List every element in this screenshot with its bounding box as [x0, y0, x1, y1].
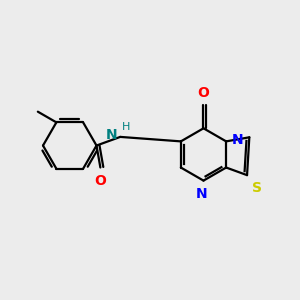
Text: O: O: [198, 86, 209, 100]
Text: H: H: [122, 122, 130, 132]
Text: N: N: [196, 187, 208, 201]
Text: N: N: [232, 133, 243, 147]
Text: O: O: [94, 174, 106, 188]
Text: S: S: [252, 181, 262, 195]
Text: N: N: [106, 128, 118, 142]
